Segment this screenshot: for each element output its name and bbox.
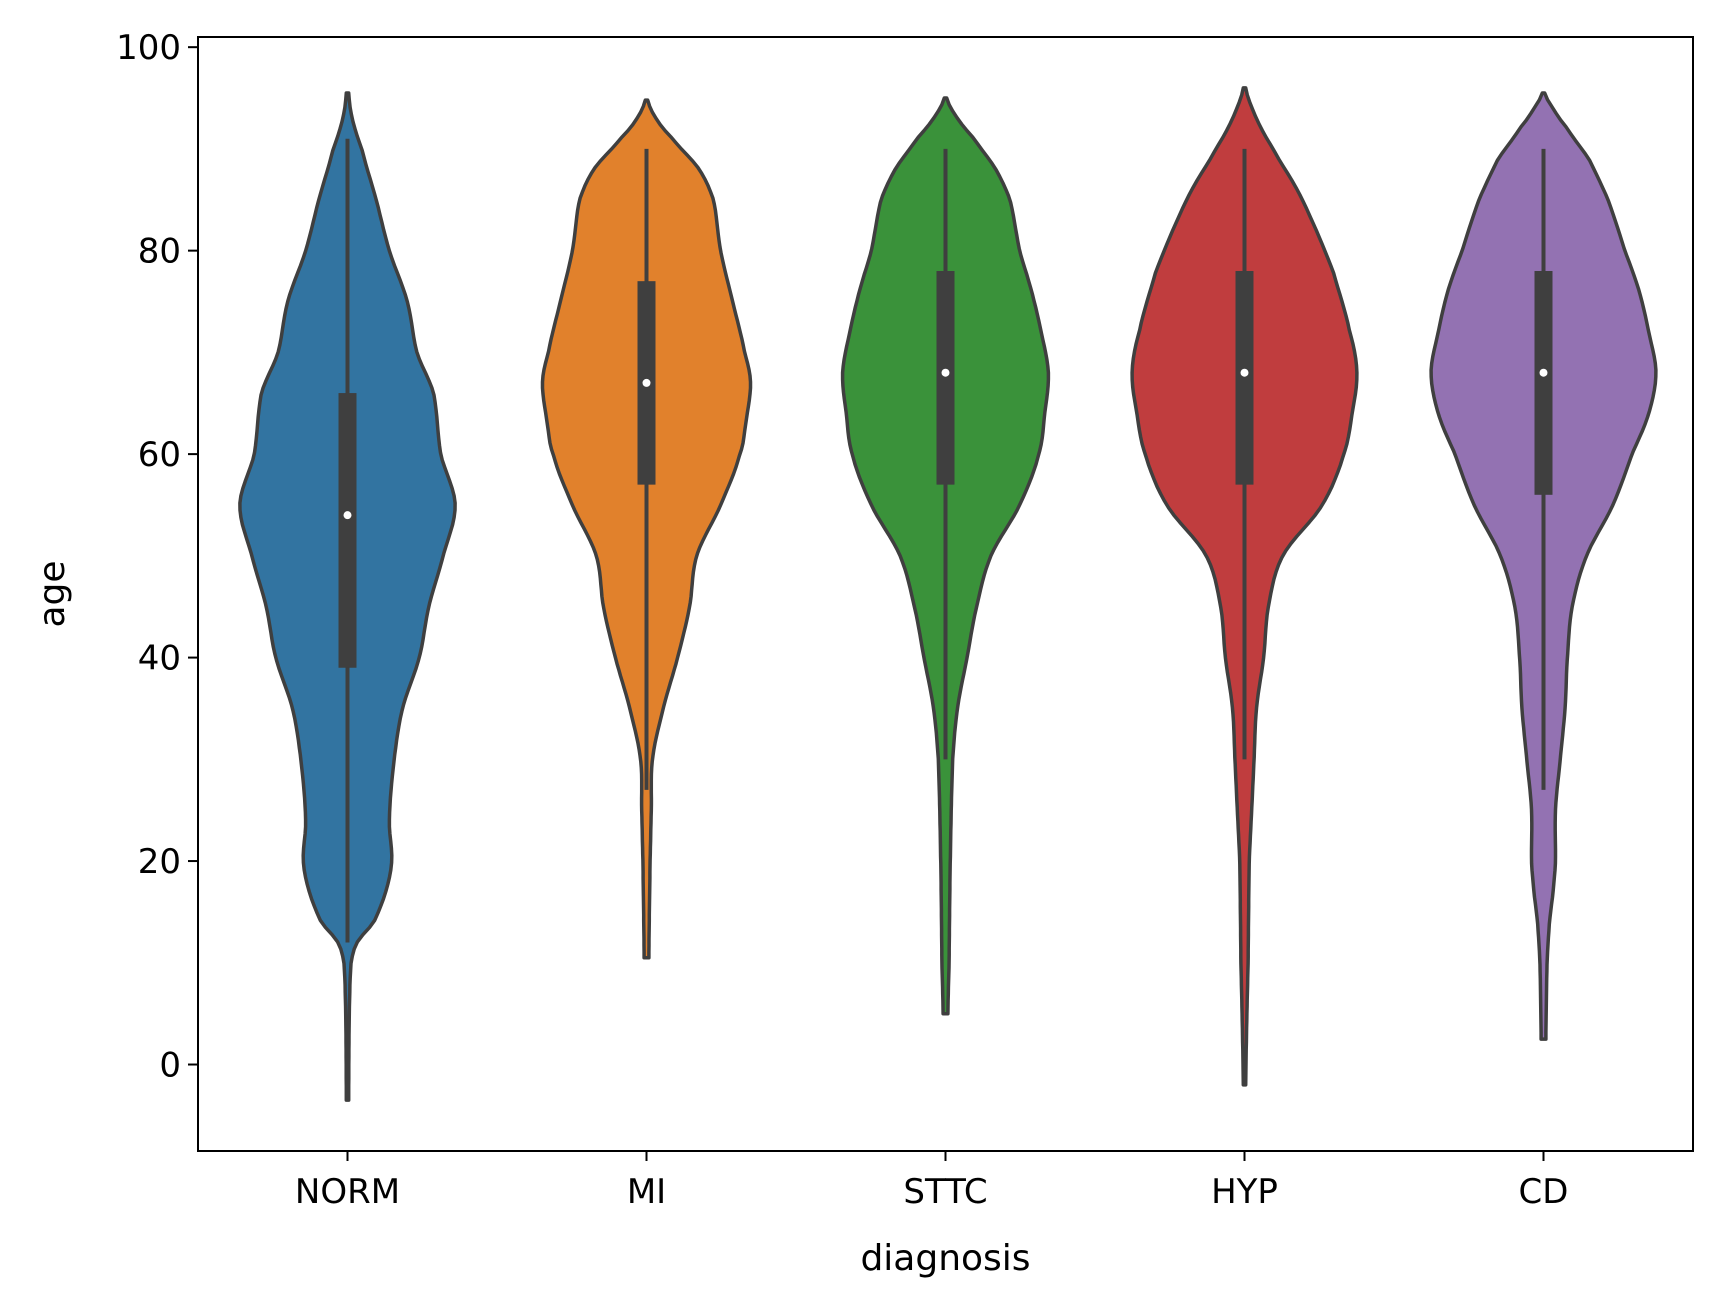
x-axis-label: diagnosis (860, 1238, 1030, 1279)
y-tick-label: 20 (138, 842, 181, 882)
violins-layer (238, 86, 1658, 1102)
y-tick-label: 60 (138, 435, 181, 475)
y-tick-label: 40 (138, 639, 181, 679)
median-dot-sttc (941, 368, 950, 377)
median-dot-mi (642, 378, 651, 387)
y-tick-label: 80 (138, 232, 181, 272)
y-tick-label: 0 (159, 1046, 181, 1086)
y-axis: 0 20 40 60 80 100 (116, 28, 198, 1086)
iqr-box-sttc (936, 270, 955, 485)
y-tick-label: 100 (116, 28, 181, 68)
iqr-box-norm (338, 393, 357, 668)
x-axis: NORM MI STTC HYP CD (295, 1151, 1569, 1212)
x-tick-label: MI (627, 1172, 666, 1212)
y-axis-label: age (32, 560, 73, 627)
iqr-box-cd (1534, 270, 1553, 495)
median-dot-norm (343, 511, 352, 520)
x-tick-label: CD (1519, 1172, 1569, 1212)
x-tick-label: STTC (903, 1172, 987, 1212)
median-dot-cd (1539, 368, 1548, 377)
iqr-box-hyp (1235, 270, 1254, 485)
x-tick-label: NORM (295, 1172, 400, 1212)
x-tick-label: HYP (1211, 1172, 1278, 1212)
boxes-layer (338, 138, 1553, 943)
median-dot-hyp (1240, 368, 1249, 377)
